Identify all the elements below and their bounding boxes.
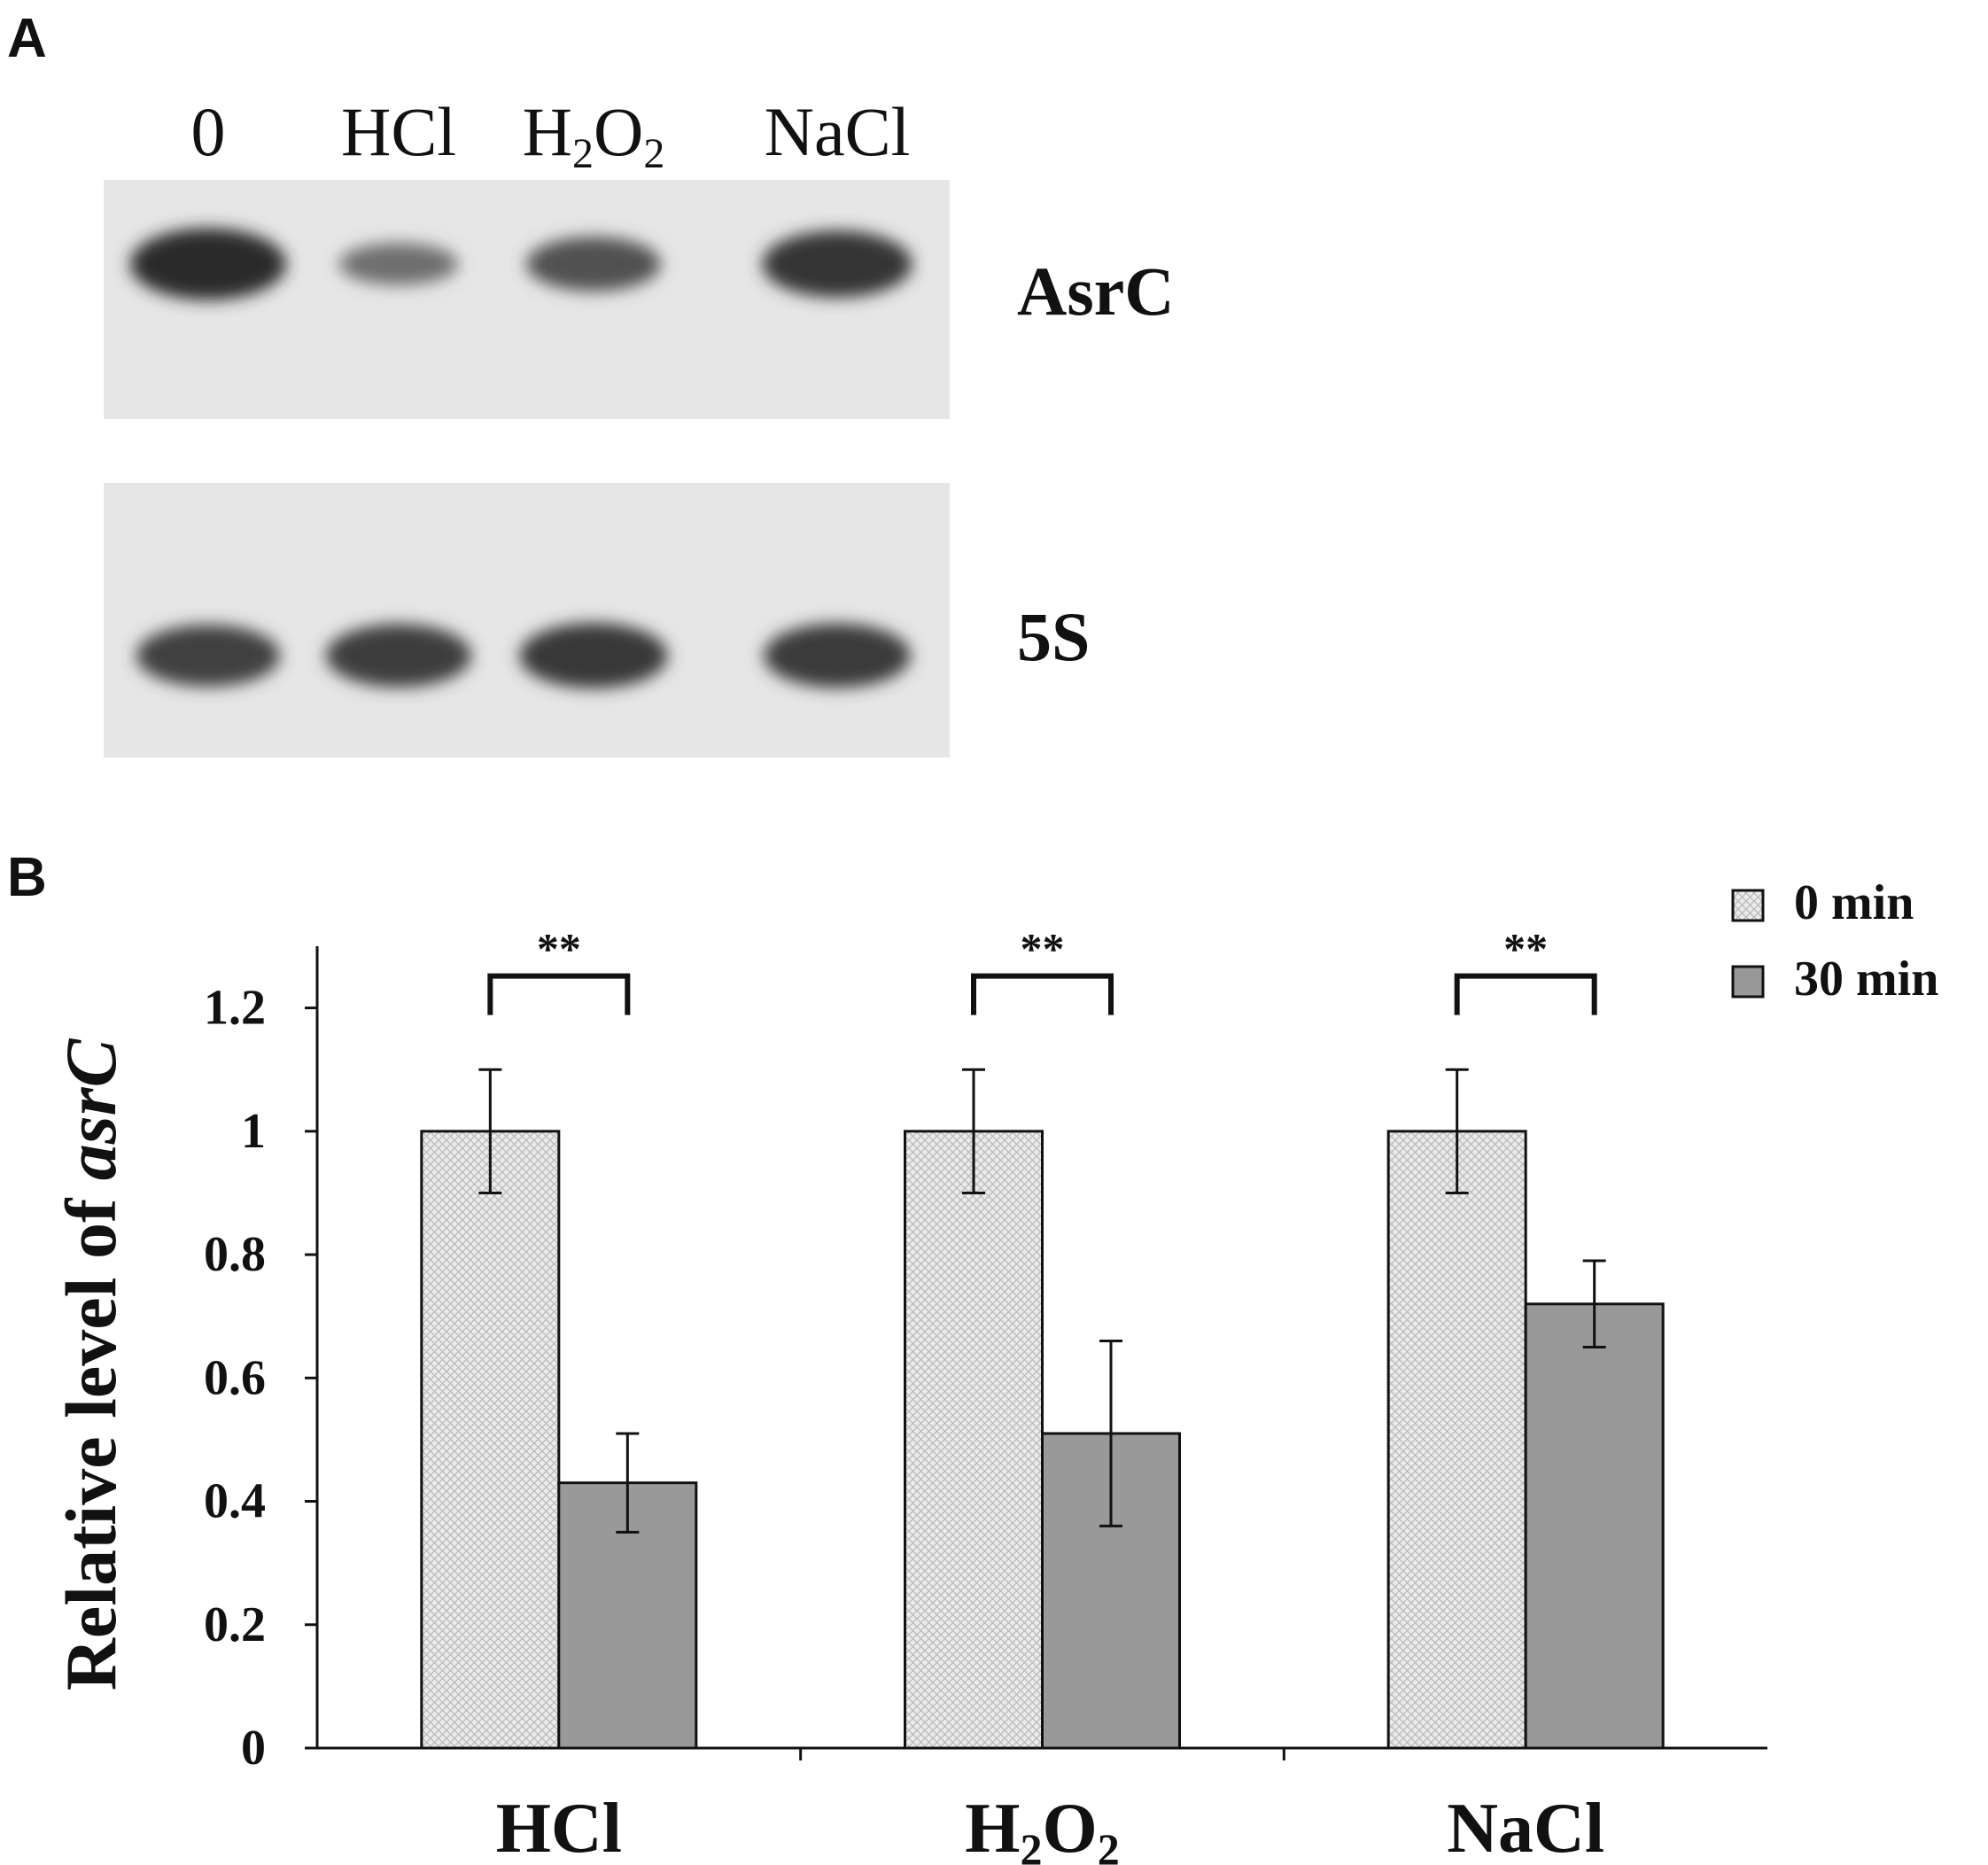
lane-label: NaCl: [765, 93, 911, 170]
blot-band: [762, 230, 912, 298]
legend-swatch: [1731, 889, 1765, 922]
significance-mark: **: [537, 924, 581, 974]
significance-bracket: [487, 973, 631, 1015]
legend-swatch: [1731, 965, 1765, 999]
blot-membrane: [104, 483, 950, 758]
blot-label: AsrC: [1017, 253, 1175, 330]
bar-0-min: [904, 1130, 1044, 1750]
significance-bracket: [1454, 973, 1597, 1015]
blot-membrane: [104, 180, 950, 419]
northern-blot: 0 HCl H2O2 NaCl AsrC 5S: [104, 93, 1175, 758]
blot-label: 5S: [1017, 598, 1090, 675]
x-category-label: HCl: [496, 1790, 622, 1865]
bar-chart: 0 0.2 0.4 0.6 0.8 1 1.2 Relative level of asrC *…: [50, 875, 1938, 1865]
legend-label: 0 min: [1794, 875, 1914, 930]
panel-a-letter: A: [7, 8, 47, 69]
y-axis-title: Relative level of asrC: [50, 1037, 131, 1690]
y-tick-label: 0.8: [204, 1227, 266, 1282]
legend-label: 30 min: [1794, 952, 1938, 1006]
blot-band: [519, 623, 668, 688]
significance-bracket: [971, 973, 1114, 1015]
blot-band: [325, 624, 472, 688]
significance-mark: **: [1021, 924, 1065, 974]
blot-strip-asrc: [104, 180, 950, 419]
significance-mark: **: [1503, 924, 1548, 974]
lane-label: 0: [191, 93, 226, 170]
blot-band: [338, 243, 459, 285]
blot-strip-5s: [104, 483, 950, 758]
y-tick-label: 1.2: [204, 981, 266, 1036]
x-category-label: NaCl: [1447, 1790, 1604, 1865]
blot-band: [764, 623, 911, 688]
bar-30-min: [1524, 1302, 1665, 1750]
y-tick-label: 0.6: [204, 1350, 266, 1405]
legend: 0 min 30 min: [1731, 875, 1938, 1006]
blot-band: [526, 237, 661, 291]
panel-b-letter: B: [7, 847, 47, 908]
lane-label: HCl: [341, 93, 456, 170]
y-tick-label: 0: [241, 1721, 266, 1776]
x-category-label: H2O2: [965, 1790, 1119, 1865]
y-tick-label: 1: [241, 1104, 266, 1159]
blot-band: [129, 228, 287, 300]
bar-0-min: [420, 1130, 561, 1750]
y-tick-label: 0.2: [204, 1597, 266, 1652]
bar-0-min: [1386, 1130, 1527, 1750]
blot-band: [136, 625, 281, 687]
y-tick-label: 0.4: [204, 1474, 266, 1529]
lane-label: H2O2: [523, 93, 665, 177]
